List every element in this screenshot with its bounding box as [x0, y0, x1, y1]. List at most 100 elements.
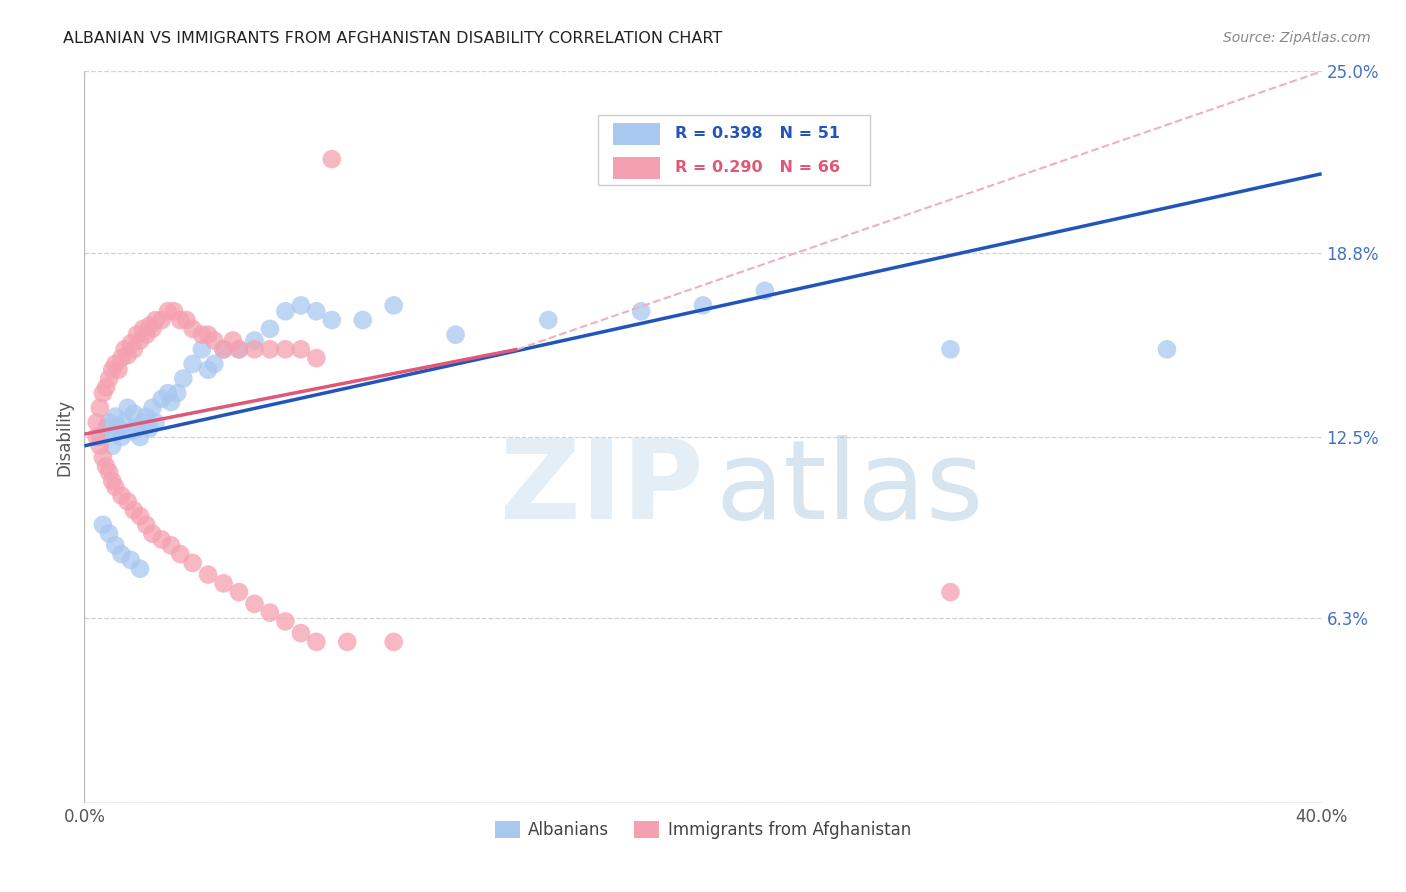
Point	[150, 392, 173, 406]
Point	[98, 371, 121, 385]
Point	[125, 421, 148, 435]
Point	[181, 322, 204, 336]
Point	[191, 327, 214, 342]
Point	[197, 363, 219, 377]
Point	[101, 474, 124, 488]
Point	[150, 313, 173, 327]
Point	[290, 343, 312, 357]
Point	[104, 409, 127, 424]
Point	[107, 421, 129, 435]
Point	[141, 322, 163, 336]
Point	[91, 386, 114, 401]
FancyBboxPatch shape	[598, 115, 870, 185]
Point	[101, 439, 124, 453]
Point	[290, 626, 312, 640]
Point	[169, 313, 191, 327]
Point	[104, 480, 127, 494]
Point	[212, 576, 235, 591]
Point	[212, 343, 235, 357]
Point	[156, 386, 179, 401]
Point	[145, 416, 167, 430]
Point	[150, 533, 173, 547]
Point	[1156, 343, 1178, 357]
Point	[145, 313, 167, 327]
Point	[129, 562, 152, 576]
Point	[176, 313, 198, 327]
Point	[135, 409, 157, 424]
Point	[138, 318, 160, 333]
Point	[305, 351, 328, 365]
Point	[86, 416, 108, 430]
Point	[259, 606, 281, 620]
Point	[243, 343, 266, 357]
Point	[117, 494, 139, 508]
Point	[141, 401, 163, 415]
Text: R = 0.398   N = 51: R = 0.398 N = 51	[675, 126, 839, 141]
Point	[259, 322, 281, 336]
Point	[228, 343, 250, 357]
Point	[274, 343, 297, 357]
Point	[122, 407, 145, 421]
Point	[107, 363, 129, 377]
Point	[98, 465, 121, 479]
Point	[89, 439, 111, 453]
Point	[222, 334, 245, 348]
Point	[243, 334, 266, 348]
Text: ALBANIAN VS IMMIGRANTS FROM AFGHANISTAN DISABILITY CORRELATION CHART: ALBANIAN VS IMMIGRANTS FROM AFGHANISTAN …	[63, 31, 723, 46]
Point	[125, 327, 148, 342]
Point	[202, 357, 225, 371]
Point	[129, 430, 152, 444]
Point	[754, 284, 776, 298]
Point	[382, 298, 405, 312]
Point	[169, 547, 191, 561]
Point	[89, 401, 111, 415]
Point	[228, 585, 250, 599]
Point	[110, 489, 132, 503]
Point	[160, 395, 183, 409]
Point	[110, 351, 132, 365]
Point	[274, 615, 297, 629]
Text: Source: ZipAtlas.com: Source: ZipAtlas.com	[1223, 31, 1371, 45]
Point	[120, 424, 142, 438]
Point	[537, 313, 560, 327]
Point	[444, 327, 467, 342]
Point	[94, 380, 117, 394]
Point	[321, 152, 343, 166]
Point	[197, 327, 219, 342]
Legend: Albanians, Immigrants from Afghanistan: Albanians, Immigrants from Afghanistan	[488, 814, 918, 846]
Text: atlas: atlas	[716, 434, 984, 541]
Point	[138, 421, 160, 435]
Point	[692, 298, 714, 312]
Point	[132, 322, 155, 336]
Point	[89, 430, 111, 444]
Point	[117, 401, 139, 415]
Point	[135, 327, 157, 342]
Point	[305, 304, 328, 318]
Point	[163, 304, 186, 318]
Point	[104, 357, 127, 371]
Point	[101, 363, 124, 377]
Point	[91, 450, 114, 465]
Point	[120, 336, 142, 351]
Point	[132, 416, 155, 430]
Point	[181, 357, 204, 371]
Point	[129, 509, 152, 524]
Point	[98, 526, 121, 541]
Point	[110, 430, 132, 444]
Point	[156, 304, 179, 318]
Point	[630, 304, 652, 318]
Point	[212, 343, 235, 357]
Point	[86, 430, 108, 444]
Point	[166, 386, 188, 401]
Point	[197, 567, 219, 582]
Point	[94, 459, 117, 474]
Point	[274, 304, 297, 318]
Point	[94, 421, 117, 435]
Text: ZIP: ZIP	[499, 434, 703, 541]
Point	[939, 343, 962, 357]
Point	[114, 416, 136, 430]
Point	[228, 343, 250, 357]
Text: R = 0.290   N = 66: R = 0.290 N = 66	[675, 161, 839, 176]
Point	[104, 424, 127, 438]
Point	[104, 538, 127, 552]
